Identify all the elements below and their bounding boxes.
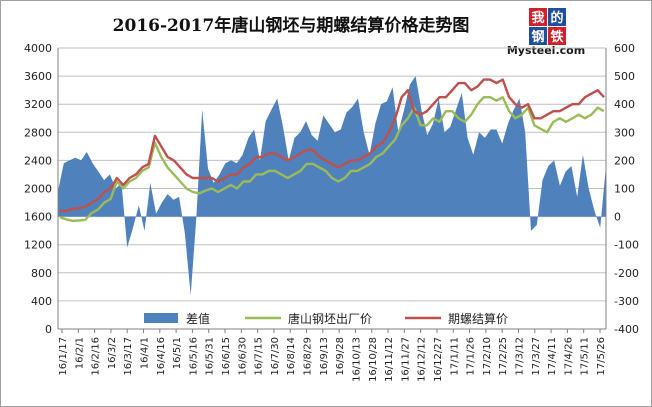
right-tick-label: -400 [614,323,639,336]
x-tick-label: 16/12/12 [417,337,428,382]
x-tick-label: 17/2/10 [482,337,493,376]
x-tick-label: 16/9/13 [319,337,330,376]
x-tick-label: 16/2/16 [91,337,102,376]
logo-glyph-3: 钢 [531,29,544,45]
series-area-difference [58,76,606,296]
left-tick-label: 1200 [24,239,52,252]
logo-glyph-1: 我 [531,10,544,26]
x-tick-label: 16/11/27 [400,337,411,382]
x-tick-label: 17/5/11 [580,337,591,376]
right-tick-label: 400 [614,98,635,111]
x-tick-label: 17/4/11 [547,337,558,376]
legend-swatch-difference [144,313,178,323]
legend-label-rebar: 期螺结算价 [448,311,508,326]
left-tick-label: 3200 [24,98,52,111]
x-tick-label: 16/5/31 [205,337,216,376]
x-tick-label: 17/2/25 [498,337,509,376]
right-tick-label: -100 [614,239,639,252]
x-tick-label: 16/4/1 [140,337,151,369]
logo-tile-4 [548,27,566,45]
x-tick-label: 16/7/15 [254,337,265,376]
mysteel-logo: 我 的 钢 铁 Mysteel.com [507,8,585,57]
x-tick-label: 16/3/2 [107,337,118,369]
right-tick-label: 300 [614,126,635,139]
logo-glyph-4: 铁 [549,29,563,45]
left-tick-label: 4000 [24,42,52,55]
x-tick-label: 16/3/17 [123,337,134,376]
x-tick-label: 17/1/26 [466,337,477,376]
x-tick-label: 16/12/27 [433,337,444,382]
x-tick-label: 16/9/28 [335,337,346,376]
right-tick-label: -300 [614,295,639,308]
difference-area-series [58,76,606,296]
x-tick-label: 17/3/27 [531,337,542,376]
legend-label-difference: 差值 [186,311,210,326]
axes: 040080012001600200024002800320036004000-… [24,42,639,382]
left-tick-label: 400 [31,295,52,308]
x-tick-label: 16/2/1 [74,337,85,369]
left-tick-label: 2000 [24,183,52,196]
left-tick-label: 800 [31,267,52,280]
legend-label-billet: 唐山钢坯出厂价 [288,311,372,326]
x-tick-label: 16/8/14 [286,337,297,376]
right-tick-label: 100 [614,183,635,196]
x-tick-label: 16/11/12 [384,337,395,382]
logo-site-text: Mysteel.com [507,44,585,57]
right-tick-label: 0 [614,211,621,224]
logo-glyph-2: 的 [550,10,563,26]
left-tick-label: 3600 [24,70,52,83]
left-tick-label: 2400 [24,154,52,167]
series-line-rebar-settlement [60,78,605,213]
right-tick-label: -200 [614,267,639,280]
x-tick-label: 16/5/1 [172,337,183,369]
left-tick-label: 0 [45,323,52,336]
logo-tile-1 [529,8,547,26]
x-tick-label: 16/7/30 [270,337,281,376]
x-tick-label: 16/10/13 [351,337,362,382]
x-tick-label: 17/4/26 [563,337,574,376]
x-tick-label: 16/4/16 [156,337,167,376]
x-tick-label: 16/5/16 [188,337,199,376]
left-tick-label: 1600 [24,211,52,224]
x-tick-label: 16/1/17 [58,337,69,376]
x-tick-label: 17/1/11 [449,337,460,376]
right-tick-label: 500 [614,70,635,83]
logo-tile-3 [529,27,547,45]
x-tick-label: 17/3/12 [514,337,525,376]
logo-tile-2 [548,8,566,26]
right-tick-label: 200 [614,154,635,167]
x-tick-label: 17/5/26 [596,337,607,376]
right-tick-label: 600 [614,42,635,55]
x-tick-label: 16/6/30 [237,337,248,376]
left-tick-label: 2800 [24,126,52,139]
chart-title: 2016-2017年唐山钢坯与期螺结算价格走势图 [113,15,470,36]
x-tick-label: 16/6/15 [221,337,232,376]
x-tick-label: 16/10/28 [368,337,379,382]
legend: 差值 唐山钢坯出厂价 期螺结算价 [144,311,508,326]
price-line-series [59,78,605,223]
x-tick-label: 16/8/29 [303,337,314,376]
